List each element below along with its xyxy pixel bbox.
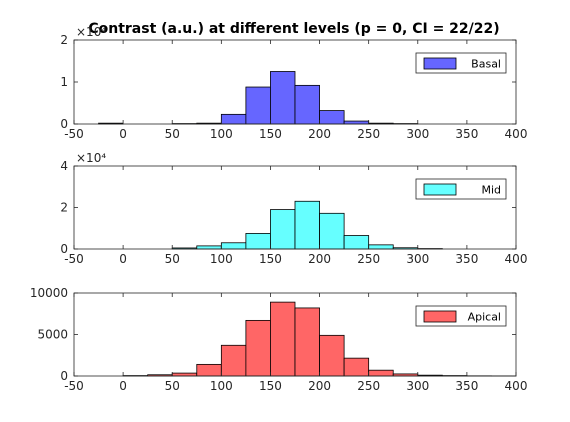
histogram-bar: [343, 235, 370, 250]
legend-basal: Basal: [415, 52, 507, 74]
histogram-bar: [319, 212, 345, 250]
histogram-bar: [245, 319, 271, 377]
legend-swatch: [423, 57, 457, 70]
x-tick-label: 100: [210, 379, 233, 393]
x-tick-label: 200: [308, 379, 331, 393]
y-tick-label: 5000: [37, 328, 68, 342]
legend-apical: Apical: [415, 305, 507, 327]
chart-title: Contrast (a.u.) at different levels (p =…: [88, 21, 499, 37]
y-tick-label: 0: [60, 117, 68, 131]
histogram-bar: [343, 357, 370, 377]
x-tick-label: 400: [505, 127, 528, 141]
x-tick-label: 150: [259, 379, 282, 393]
legend-label: Basal: [471, 58, 501, 71]
y-tick-label: 0: [60, 242, 68, 256]
x-tick-label: 350: [455, 252, 478, 266]
x-tick-label: 150: [259, 127, 282, 141]
bars-mid: [171, 200, 443, 250]
histogram-bar: [171, 372, 198, 377]
histogram-bar: [220, 113, 247, 125]
histogram-bar: [368, 244, 394, 250]
legend-label: Apical: [468, 311, 501, 324]
x-tick-label: 0: [119, 127, 127, 141]
subplot-group: -50 0 50 100 150 200 250 300 350 400012×10⁴Basal-…: [30, 25, 528, 393]
histogram-bar: [270, 71, 296, 125]
y-exponent-label: ×10⁴: [76, 151, 106, 165]
x-tick-label: 350: [455, 127, 478, 141]
histogram-bar: [245, 233, 271, 250]
x-tick-label: 150: [259, 252, 282, 266]
y-exponent-label: ×10⁴: [76, 25, 106, 39]
histogram-bar: [196, 245, 222, 250]
subplot-apical: -50 0 50 100 150 200 250 300 350 4000500010000Api…: [30, 286, 528, 393]
x-tick-label: 300: [406, 252, 429, 266]
x-tick-label: 100: [210, 252, 233, 266]
y-tick-label: 10000: [30, 286, 68, 300]
histogram-bar: [220, 344, 247, 377]
histogram-bar: [368, 369, 394, 377]
x-tick-label: 250: [357, 379, 380, 393]
legend-mid: Mid: [415, 178, 507, 200]
x-tick-label: 250: [357, 252, 380, 266]
y-tick-label: 0: [60, 369, 68, 383]
x-tick-label: 200: [308, 127, 331, 141]
x-tick-label: 50: [165, 127, 180, 141]
legend-swatch: [423, 310, 457, 323]
x-tick-label: -50: [64, 127, 84, 141]
x-tick-label: 50: [165, 379, 180, 393]
x-tick-label: 300: [406, 379, 429, 393]
histogram-bar: [294, 200, 320, 250]
y-tick-label: 4: [60, 159, 68, 173]
bars-apical: [122, 301, 517, 377]
x-tick-label: 200: [308, 252, 331, 266]
histogram-bar: [196, 363, 222, 377]
histogram-bar: [245, 86, 271, 125]
x-tick-label: 350: [455, 379, 478, 393]
x-tick-label: 100: [210, 127, 233, 141]
legend-swatch: [423, 183, 457, 196]
x-tick-label: -50: [64, 252, 84, 266]
histogram-bar: [319, 334, 345, 377]
x-tick-label: 300: [406, 127, 429, 141]
histogram-bar: [294, 307, 320, 377]
x-tick-label: 400: [505, 379, 528, 393]
histogram-bar: [319, 110, 345, 125]
x-tick-label: 250: [357, 127, 380, 141]
x-tick-label: 0: [119, 252, 127, 266]
legend-label: Mid: [481, 184, 501, 197]
histogram-bar: [220, 242, 247, 250]
histogram-bar: [343, 120, 370, 125]
histogram-bar: [270, 301, 296, 377]
x-tick-label: 50: [165, 252, 180, 266]
y-tick-label: 2: [60, 201, 68, 215]
x-tick-label: 400: [505, 252, 528, 266]
histogram-bar: [294, 84, 320, 125]
y-tick-label: 1: [60, 75, 68, 89]
y-tick-label: 2: [60, 33, 68, 47]
x-tick-label: -50: [64, 379, 84, 393]
x-tick-label: 0: [119, 379, 127, 393]
histogram-bar: [270, 209, 296, 250]
